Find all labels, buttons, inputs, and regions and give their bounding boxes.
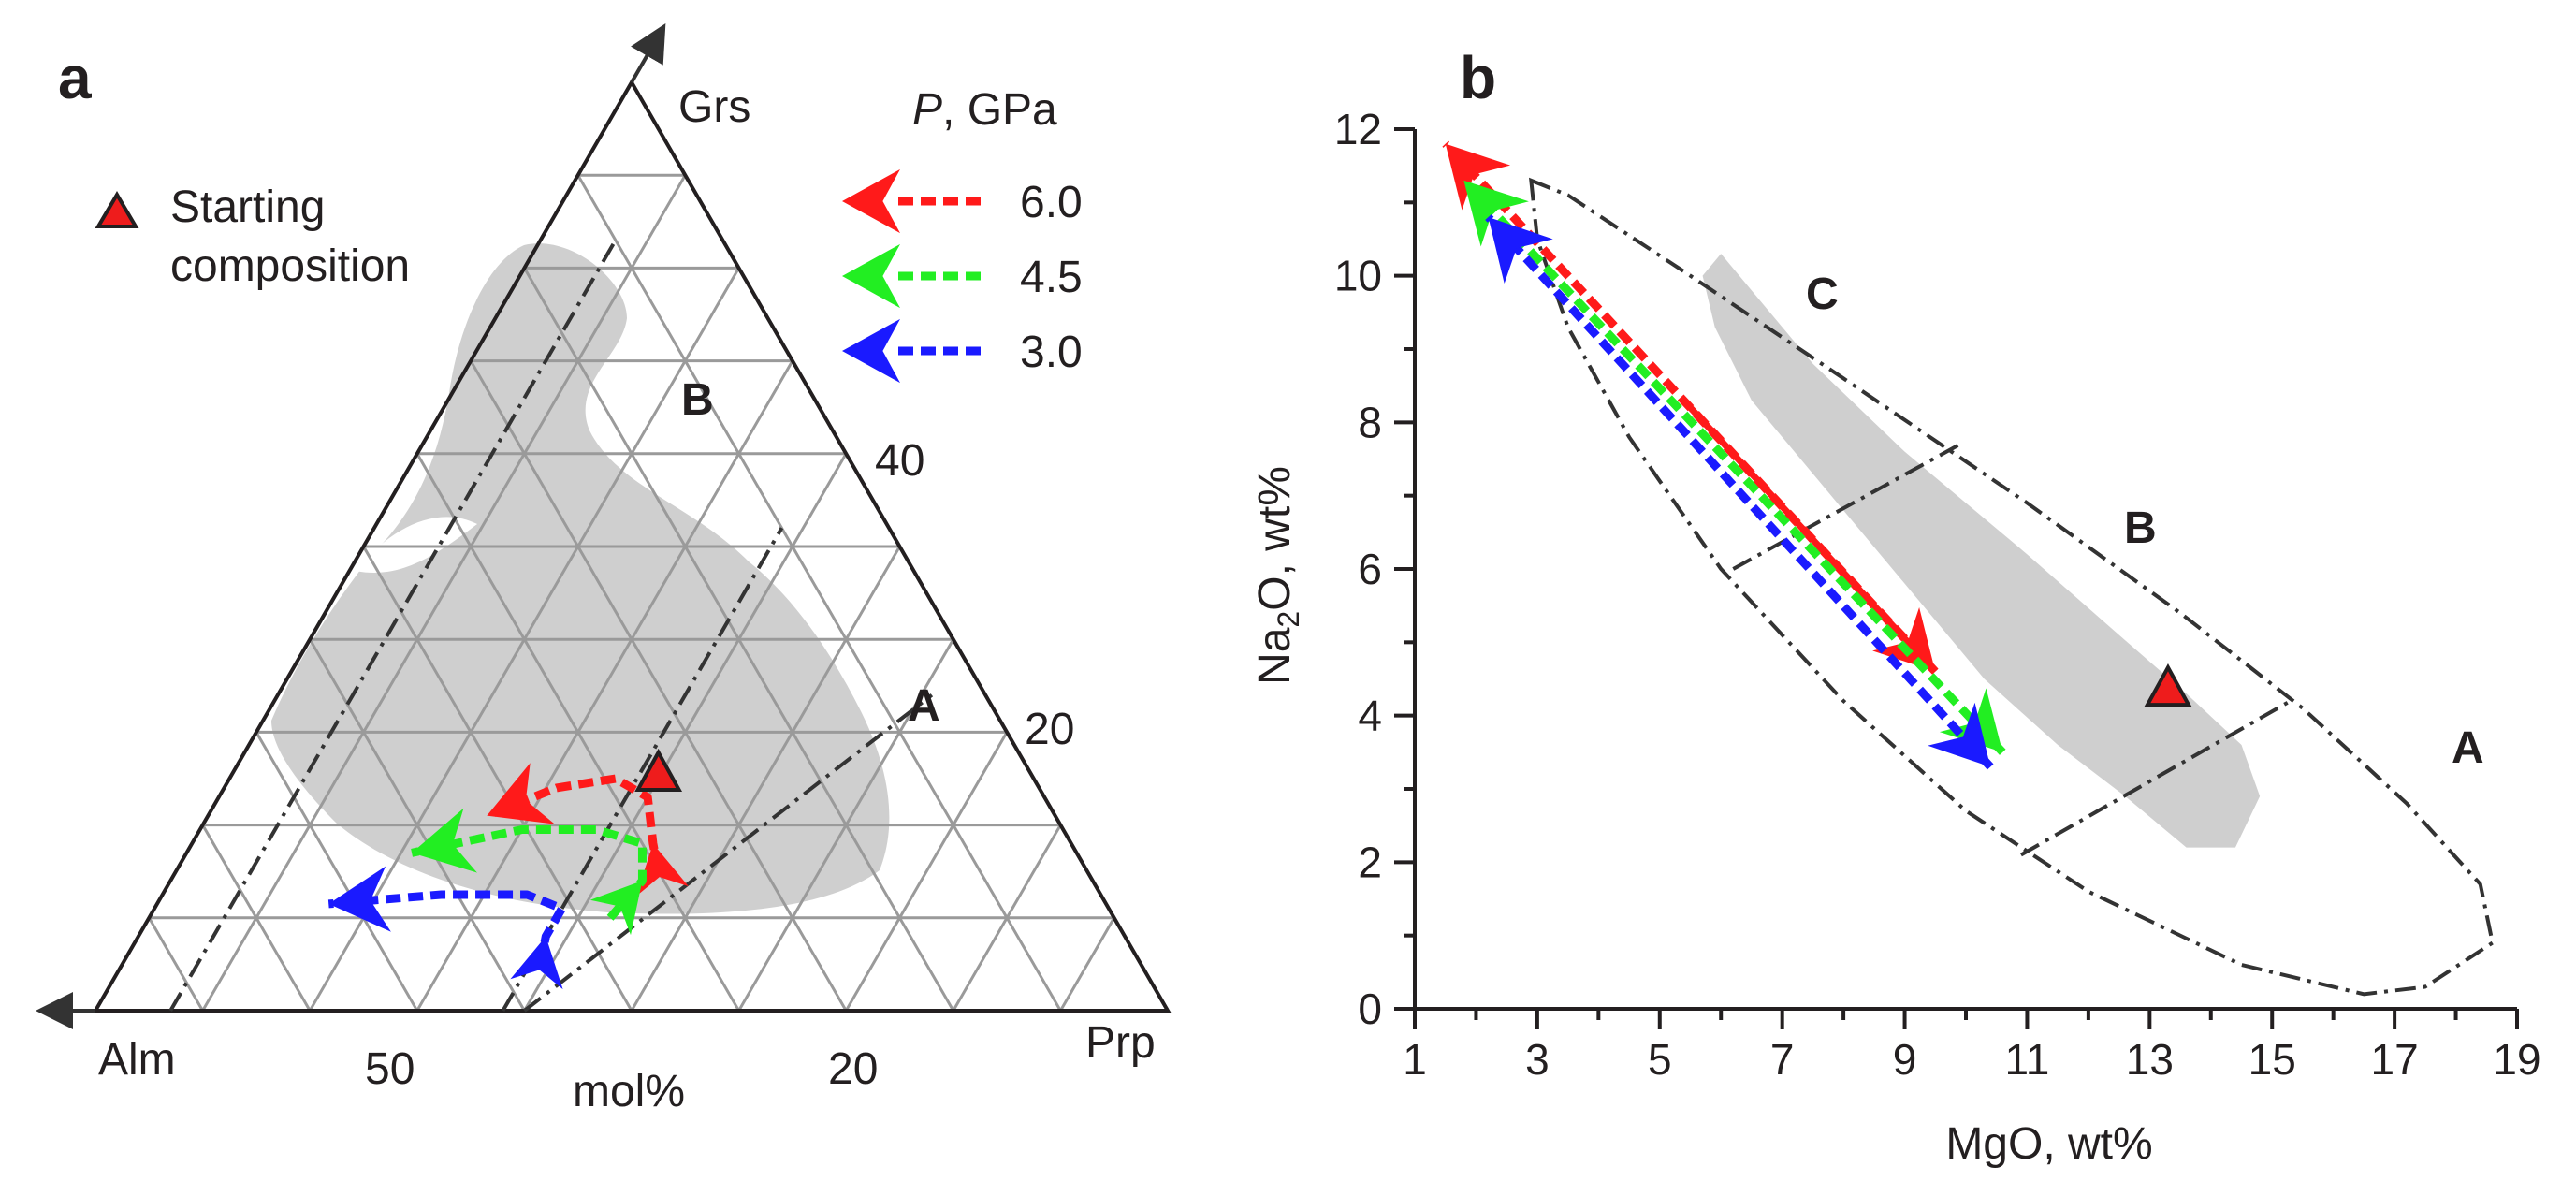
- legend-label-4.5: 4.5: [1020, 253, 1083, 302]
- scatter-path-end-arrow-6.0: [1872, 607, 1936, 672]
- x-tick-label-17: 17: [2371, 1035, 2419, 1084]
- y-tick-label-0: 0: [1358, 984, 1382, 1033]
- y-tick-label-4: 4: [1358, 692, 1382, 740]
- legend: Starting composition P, GPa 6.0 4.5 3.0: [95, 85, 1083, 384]
- ternary-field-label-b: B: [681, 375, 714, 425]
- corner-label-prp: Prp: [1085, 1018, 1156, 1068]
- ternary-boundary-ab: [523, 693, 934, 1013]
- scatter-field-label-c: C: [1806, 270, 1839, 319]
- ternary-path-start-arrow-3.0: [510, 936, 563, 990]
- x-tick-label-5: 5: [1648, 1035, 1672, 1084]
- x-tick-label-7: 7: [1770, 1035, 1795, 1084]
- legend-arrowhead-6.0: [842, 168, 900, 234]
- legend-label-6.0: 6.0: [1020, 178, 1083, 227]
- panel-a-letter: a: [58, 44, 92, 111]
- scatter-path-3.0: [1485, 213, 1994, 770]
- grid-line-prp-10: [201, 174, 687, 1012]
- scatter-starting-composition: [2144, 663, 2192, 707]
- scatter-gray-field: [1702, 254, 2261, 848]
- field-envelope: [1529, 177, 2496, 997]
- legend-arrowhead-3.0: [842, 318, 900, 384]
- scatter-path-end-arrow-3.0: [1928, 702, 1991, 767]
- ternary-path-end-arrow-3.0: [328, 866, 391, 932]
- tick-label-bottom-20: 20: [828, 1044, 878, 1094]
- grid-line-alm-10: [576, 174, 1062, 1012]
- grid-line-prp-50: [630, 546, 901, 1012]
- legend-starting-marker: [95, 191, 139, 228]
- scatter-field-label-a: A: [2452, 723, 2484, 773]
- legend-label-3.0: 3.0: [1020, 328, 1083, 377]
- ternary-gray-field: [271, 243, 890, 914]
- grid-line-alm-50: [362, 546, 633, 1012]
- x-tick-label-3: 3: [1525, 1035, 1550, 1084]
- grid-line-prp-60: [737, 638, 955, 1012]
- corner-label-grs: Grs: [678, 82, 750, 132]
- scatter-paths: [1442, 140, 2006, 770]
- x-tick-label-13: 13: [2126, 1035, 2174, 1084]
- grid-line-prp-70: [844, 731, 1009, 1012]
- tick-label-right-20: 20: [1025, 705, 1074, 754]
- ternary-path-end-arrow-4.5: [412, 808, 477, 873]
- y-tick-label-8: 8: [1358, 398, 1382, 446]
- scatter-field-boundary-1: [1732, 443, 1961, 571]
- ternary-path-start-arrow-6.0: [635, 843, 689, 897]
- ternary-boundary-left: [168, 239, 618, 1013]
- ternary-outline: [92, 79, 1172, 1013]
- unit-label: mol%: [573, 1067, 685, 1116]
- y-axis-title: Na2O, wt%: [1250, 466, 1305, 685]
- scatter-path-end-arrow-4.5: [1939, 688, 2003, 752]
- ternary-field-label-a: A: [908, 681, 940, 731]
- y-tick-label-6: 6: [1358, 545, 1382, 593]
- ternary-paths: [327, 763, 689, 990]
- y-tick-label-2: 2: [1358, 838, 1382, 886]
- grid-line-prp-90: [1059, 917, 1115, 1012]
- grid-line-alm-30: [469, 359, 848, 1012]
- y-tick-label-10: 10: [1334, 252, 1382, 300]
- grid-line-prp-80: [952, 824, 1062, 1012]
- ternary-grid: [148, 173, 1115, 1012]
- ternary-path-4.5: [411, 825, 647, 921]
- scatter-field-label-b: B: [2124, 503, 2157, 553]
- grid-line-alm-90: [148, 917, 204, 1012]
- scatter-field-boundary-2: [2019, 699, 2292, 857]
- scatter-path-start-arrow-6.0: [1445, 143, 1511, 211]
- legend-starting-label-1: Starting: [170, 182, 325, 232]
- scatter-path-start-arrow-3.0: [1488, 217, 1553, 284]
- legend-arrowhead-4.5: [842, 243, 900, 309]
- x-tick-label-11: 11: [2005, 1035, 2050, 1084]
- field-boundaries: [1732, 443, 2292, 857]
- corner-label-alm: Alm: [98, 1035, 176, 1085]
- ternary-path-start-arrow-4.5: [589, 881, 643, 936]
- x-axis-title: MgO, wt%: [1945, 1119, 2152, 1169]
- x-tick-label-1: 1: [1403, 1035, 1427, 1084]
- ternary-path-end-arrow-6.0: [487, 763, 555, 824]
- y-tick-label-12: 12: [1334, 105, 1382, 153]
- legend-starting-label-2: composition: [170, 241, 410, 291]
- scatter-path-4.5: [1461, 177, 2006, 755]
- panel-a-ternary: a Grs Alm Prp 50 20 40 20 mol% B A Start…: [36, 23, 1172, 1116]
- legend-pressure-title: P, GPa: [912, 85, 1057, 135]
- tick-label-right-40: 40: [875, 436, 924, 486]
- scatter-path-start-arrow-4.5: [1463, 180, 1529, 247]
- scatter-path-solid-6.0: [1687, 405, 1938, 675]
- x-tick-label-9: 9: [1893, 1035, 1917, 1084]
- grid-line-prp-30: [415, 359, 794, 1012]
- grs-axis-arrow: [630, 23, 666, 84]
- grid-line-alm-60: [308, 638, 526, 1012]
- x-tick-label-15: 15: [2249, 1035, 2296, 1084]
- grid-line-alm-80: [201, 824, 312, 1012]
- tick-label-bottom-50: 50: [365, 1044, 415, 1094]
- grid-line-alm-70: [255, 731, 419, 1012]
- panel-b-letter: b: [1460, 44, 1496, 111]
- x-tick-label-19: 19: [2493, 1035, 2540, 1084]
- ternary-starting-composition: [634, 748, 683, 792]
